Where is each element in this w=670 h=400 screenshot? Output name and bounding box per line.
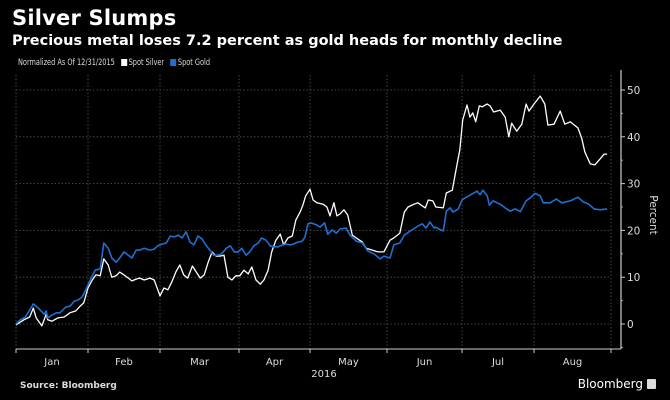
x-axis-label: 2016 [311, 369, 336, 380]
series-line-spot-silver [15, 95, 608, 327]
legend-item-silver: Spot Silver [120, 58, 165, 68]
x-tick-label: Apr [266, 357, 284, 368]
brand-label: Bloomberg [577, 377, 643, 391]
grid [15, 75, 612, 349]
legend: Normalized As Of 12/31/2015 Spot Silver … [18, 58, 210, 68]
x-tick-label: Jan [43, 357, 59, 368]
x-tick-label: Feb [115, 357, 133, 368]
legend-item-gold: Spot Gold [170, 58, 210, 68]
chart-subtitle: Precious metal loses 7.2 percent as gold… [12, 33, 563, 49]
axes: 0 10 20 30 40 50 Jan Feb Mar Apr May Jun Jul Aug [15, 70, 640, 368]
legend-label-gold: Spot Gold [177, 58, 211, 68]
x-tick-label: Mar [190, 357, 210, 368]
series-line-spot-gold [15, 189, 608, 325]
x-tick-label: May [338, 357, 359, 368]
source-note: Source: Bloomberg [20, 381, 117, 391]
legend-note: Normalized As Of 12/31/2015 [18, 58, 115, 68]
y-tick-label: 40 [627, 132, 640, 144]
bloomberg-brand: Bloomberg [578, 377, 656, 391]
legend-swatch-gold [170, 59, 177, 66]
series-lines [15, 95, 608, 327]
bloomberg-logo-icon [647, 379, 656, 389]
legend-label-silver: Spot Silver [128, 58, 165, 68]
x-tick-label: Jul [491, 357, 504, 368]
x-tick-label: Jun [416, 357, 433, 368]
y-axis-label: Percent [647, 195, 659, 235]
y-tick-label: 20 [627, 225, 640, 237]
chart-title: Silver Slumps [12, 6, 177, 30]
y-tick-label: 0 [627, 319, 634, 331]
y-tick-label: 50 [627, 85, 640, 97]
legend-swatch-silver [120, 59, 127, 66]
x-tick-label: Aug [563, 357, 583, 368]
y-tick-label: 10 [627, 272, 640, 284]
y-tick-label: 30 [627, 179, 640, 191]
